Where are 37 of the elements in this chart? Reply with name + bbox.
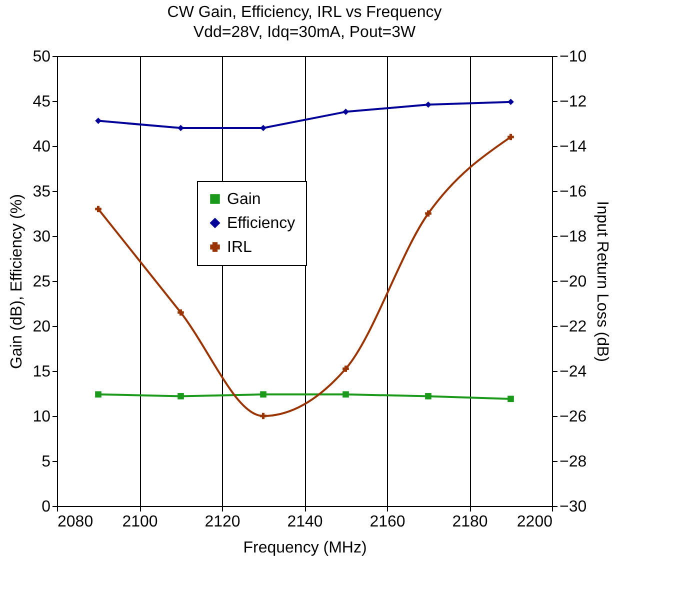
y-tick-label: 15 — [32, 364, 51, 380]
y2-tick-label: −10 — [560, 48, 587, 66]
y2-tick-label: −30 — [560, 498, 587, 516]
y2-axis-title: Input Return Loss (dB) — [594, 201, 611, 362]
x-tick-label: 2180 — [452, 514, 488, 530]
y2-tick-label: −18 — [560, 228, 587, 246]
y-tick-label: 45 — [32, 94, 51, 110]
y2-tick-label: −24 — [560, 364, 587, 380]
y2-tick-label: −16 — [560, 184, 587, 200]
y-tick-label: 5 — [42, 454, 51, 470]
x-tick-label: 2080 — [58, 514, 94, 530]
y2-tick-label: −28 — [560, 454, 587, 470]
y-tick-label: 10 — [32, 408, 51, 426]
y-tick-label: 20 — [32, 318, 51, 336]
legend-label: Gain — [227, 191, 261, 208]
x-tick-label: 2160 — [370, 514, 406, 530]
y2-tick-label: −26 — [560, 408, 587, 426]
chart-title: CW Gain, Efficiency, IRL vs Frequency — [167, 4, 442, 21]
y-tick-label: 35 — [32, 184, 51, 200]
x-tick-label: 2200 — [516, 514, 553, 530]
x-tick-label: 2100 — [122, 514, 158, 530]
legend-label: IRL — [227, 239, 252, 256]
x-axis-title: Frequency (MHz) — [243, 540, 367, 556]
x-tick-label: 2120 — [204, 514, 240, 530]
y-tick-label: 40 — [32, 138, 51, 156]
y-tick-label: 50 — [32, 48, 51, 66]
y-axis-title: Gain (dB), Efficiency (%) — [8, 194, 26, 369]
y2-tick-label: −12 — [560, 94, 587, 110]
x-tick-label: 2140 — [287, 514, 323, 530]
y-tick-label: 0 — [42, 498, 51, 516]
legend-label: Efficiency — [227, 215, 296, 232]
y-tick-label: 25 — [32, 274, 51, 290]
y-tick-label: 30 — [32, 228, 51, 246]
y2-tick-label: −20 — [560, 274, 587, 290]
y2-tick-label: −14 — [560, 138, 587, 156]
y2-tick-label: −22 — [560, 318, 587, 336]
chart-subtitle: Vdd=28V, Idq=30mA, Pout=3W — [193, 24, 417, 41]
